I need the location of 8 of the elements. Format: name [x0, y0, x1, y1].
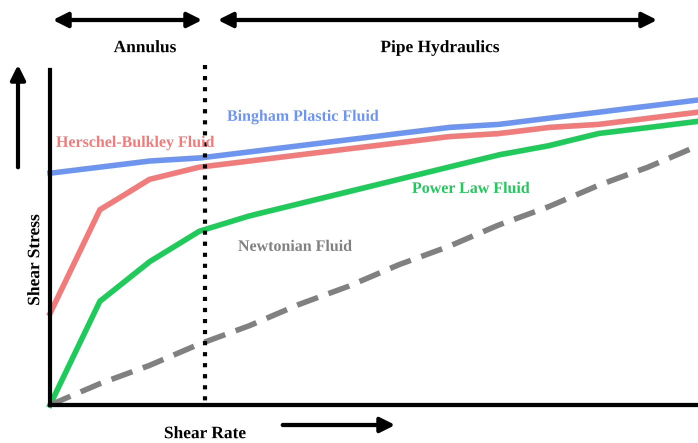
y-axis-title: Shear Stress: [27, 214, 40, 305]
series-label: Bingham Plastic Fluid: [227, 110, 379, 124]
text: Annulus: [114, 40, 176, 52]
series-label: Newtonian Fluid: [238, 240, 352, 252]
series-label: Herschel-Bulkley Fluid: [56, 136, 214, 150]
series-label: Power Law Fluid: [412, 182, 530, 194]
text: Pipe Hydraulics: [380, 40, 500, 56]
x-axis-title: Shear Rate: [164, 426, 246, 438]
